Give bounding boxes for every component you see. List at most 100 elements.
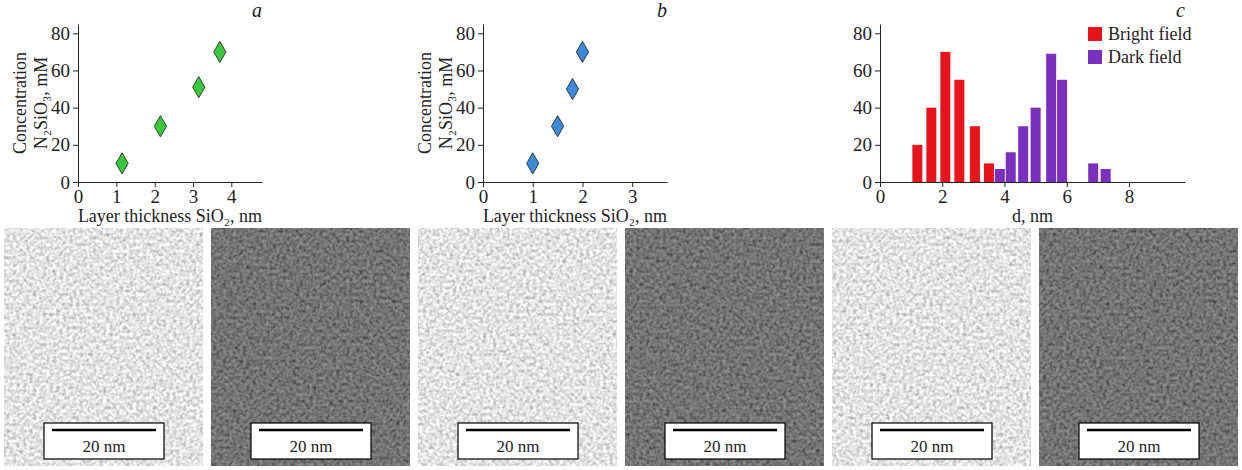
x-tick-label: 2: [938, 186, 948, 207]
y-tick-mark: [73, 70, 78, 71]
bar: [1031, 108, 1041, 182]
y-axis-title: ConcentrationN₂SiO₃, mM: [10, 52, 51, 154]
y-tick-mark: [73, 108, 78, 109]
y-tick-mark: [478, 70, 483, 71]
y-tick-mark: [73, 145, 78, 146]
y-tick: 40: [51, 97, 78, 118]
bright-field-image: [4, 228, 203, 466]
panel-label: b: [657, 0, 667, 21]
x-axis: 0 1 2 3: [479, 182, 668, 207]
dark-field-image: [625, 228, 824, 466]
y-tick-mark: [478, 108, 483, 109]
micrograph: 20 nm: [832, 228, 1031, 466]
bright-field-image: [832, 228, 1031, 466]
micrograph: 20 nm: [211, 228, 410, 466]
y-axis: 0 20 40 60 80: [853, 23, 881, 193]
bar: [1006, 152, 1016, 182]
y-tick: 60: [51, 60, 78, 81]
scale-bar-label: 20 nm: [83, 437, 126, 456]
y-tick: 60: [456, 60, 483, 81]
scale-bar-box: [665, 423, 785, 459]
y-tick-label: 40: [456, 97, 475, 118]
legend-label: Bright field: [1108, 24, 1192, 44]
x-axis: 02468: [876, 182, 1186, 207]
x-tick-label: 4: [227, 186, 237, 207]
y-axis-line: [483, 25, 484, 183]
point: [214, 41, 226, 62]
y-tick-label: 20: [853, 134, 872, 155]
x-tick: 4: [227, 182, 237, 207]
y-tick-label: 0: [466, 172, 476, 193]
y-axis: 020406080: [51, 23, 79, 193]
y-tick-label: 0: [61, 172, 71, 193]
scale-bar-label: 20 nm: [911, 437, 954, 456]
micrograph: 20 nm: [4, 228, 203, 466]
bar: [954, 80, 964, 182]
y-tick-mark: [875, 33, 880, 34]
bar: [1101, 169, 1111, 182]
y-tick-label: 20: [51, 134, 70, 155]
bright-field-image: [418, 228, 617, 466]
point: [116, 153, 128, 174]
y-tick-mark: [875, 108, 880, 109]
y-tick-label: 60: [456, 60, 475, 81]
y-axis-line: [880, 25, 881, 183]
legend-label: Dark field: [1108, 47, 1181, 67]
y-tick: 40: [456, 97, 483, 118]
y-tick: 0: [863, 172, 881, 193]
bar: [995, 169, 1005, 182]
y-tick: 80: [853, 23, 880, 44]
y-tick: 60: [853, 60, 880, 81]
y-tick-label: 60: [51, 60, 70, 81]
micrograph: 20 nm: [1039, 228, 1238, 466]
x-tick: 6: [1062, 182, 1072, 207]
y-tick-label: 20: [456, 134, 475, 155]
y-tick-label: 40: [51, 97, 70, 118]
bar: [1018, 126, 1028, 182]
point: [576, 41, 588, 62]
scale-bar: [880, 429, 984, 432]
bar: [1046, 54, 1056, 182]
y-tick-mark: [875, 182, 880, 183]
y-tick-label: 80: [456, 23, 475, 44]
x-tick: 0: [876, 182, 886, 207]
y-tick-mark: [73, 182, 78, 183]
y-axis-title: ConcentrationN₂SiO₃, mM: [415, 52, 456, 154]
y-tick-mark: [875, 70, 880, 71]
scale-bar-label: 20 nm: [497, 437, 540, 456]
y-tick: 80: [456, 23, 483, 44]
legend-swatch: [1088, 27, 1102, 41]
y-tick-mark: [478, 145, 483, 146]
figure: 01234020406080Layer thickness SiO₂, nmCo…: [0, 0, 1242, 470]
point: [154, 116, 166, 137]
x-tick-label: 0: [74, 186, 84, 207]
x-tick: 1: [528, 182, 538, 207]
bar: [940, 52, 950, 182]
x-tick-label: 2: [150, 186, 160, 207]
x-tick-label: 6: [1062, 186, 1072, 207]
y-tick-label: 40: [853, 97, 872, 118]
x-axis-title: Layer thickness SiO₂, nm: [483, 206, 667, 226]
x-tick: 2: [578, 182, 588, 207]
scale-bar-box: [1079, 423, 1199, 459]
x-tick: 3: [628, 182, 638, 207]
legend-swatch: [1088, 50, 1102, 64]
plot-area: [527, 41, 589, 174]
x-tick: 0: [74, 182, 84, 207]
x-tick-label: 0: [876, 186, 886, 207]
micrograph: 20 nm: [625, 228, 824, 466]
y-tick: 40: [853, 97, 880, 118]
scale-bar-label: 20 nm: [1118, 437, 1161, 456]
scale-bar-label: 20 nm: [290, 437, 333, 456]
x-axis-line: [881, 182, 1186, 183]
x-axis-title: Layer thickness SiO₂, nm: [78, 206, 262, 226]
point: [551, 116, 563, 137]
y-tick-label: 80: [853, 23, 872, 44]
bar: [912, 145, 922, 182]
x-tick: 0: [479, 182, 489, 207]
x-tick-label: 0: [479, 186, 489, 207]
x-tick-label: 4: [1000, 186, 1010, 207]
x-axis-title: d, nm: [1012, 206, 1053, 226]
bar: [984, 163, 994, 182]
scale-bar: [466, 429, 570, 432]
